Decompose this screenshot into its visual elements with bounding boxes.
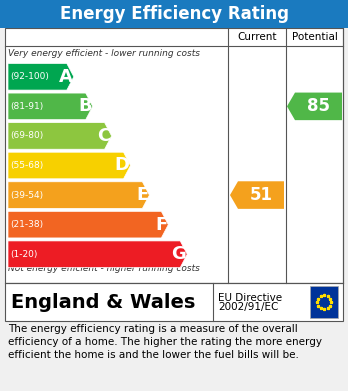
Text: 51: 51 xyxy=(250,186,272,204)
Text: B: B xyxy=(78,97,92,115)
Bar xyxy=(5,28,343,283)
Bar xyxy=(5,283,343,321)
Text: Current: Current xyxy=(237,32,277,42)
Text: C: C xyxy=(97,127,111,145)
Text: A: A xyxy=(59,68,73,86)
Polygon shape xyxy=(8,63,74,90)
Text: The energy efficiency rating is a measure of the overall efficiency of a home. T: The energy efficiency rating is a measur… xyxy=(8,324,322,361)
Text: G: G xyxy=(171,245,186,263)
Text: Potential: Potential xyxy=(292,32,338,42)
Text: (92-100): (92-100) xyxy=(10,72,49,81)
Text: (55-68): (55-68) xyxy=(10,161,43,170)
Text: (1-20): (1-20) xyxy=(10,250,37,259)
Text: E: E xyxy=(136,186,148,204)
Text: Not energy efficient - higher running costs: Not energy efficient - higher running co… xyxy=(8,264,200,273)
Text: EU Directive: EU Directive xyxy=(218,293,282,303)
Text: England & Wales: England & Wales xyxy=(11,292,195,312)
Polygon shape xyxy=(8,182,149,208)
Polygon shape xyxy=(8,152,130,179)
Text: 85: 85 xyxy=(307,97,330,115)
Polygon shape xyxy=(8,123,112,149)
Polygon shape xyxy=(8,212,168,238)
Text: (81-91): (81-91) xyxy=(10,102,43,111)
Text: (39-54): (39-54) xyxy=(10,190,43,199)
Text: F: F xyxy=(155,216,167,234)
Text: Energy Efficiency Rating: Energy Efficiency Rating xyxy=(60,5,288,23)
Polygon shape xyxy=(8,93,93,120)
Polygon shape xyxy=(287,93,342,120)
Polygon shape xyxy=(230,181,284,209)
Text: (21-38): (21-38) xyxy=(10,220,43,229)
Text: D: D xyxy=(114,156,129,174)
Bar xyxy=(310,286,338,318)
Bar xyxy=(0,0,348,28)
Text: 2002/91/EC: 2002/91/EC xyxy=(218,302,278,312)
Text: (69-80): (69-80) xyxy=(10,131,43,140)
Text: Very energy efficient - lower running costs: Very energy efficient - lower running co… xyxy=(8,49,200,58)
Polygon shape xyxy=(8,241,187,267)
